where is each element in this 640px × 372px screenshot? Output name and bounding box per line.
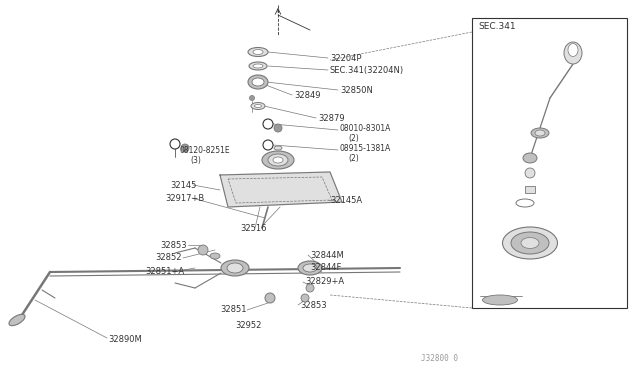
Text: 32204P: 32204P [330,54,362,62]
Text: W: W [266,143,270,147]
Text: 32844M: 32844M [310,250,344,260]
Bar [472,18,627,308]
Text: 08915-1381A: 08915-1381A [340,144,391,153]
Text: 32853: 32853 [160,241,187,250]
Circle shape [250,96,255,100]
Ellipse shape [251,103,265,109]
Text: 32851+A: 32851+A [145,267,184,276]
Circle shape [525,168,535,178]
Ellipse shape [253,49,263,55]
Ellipse shape [531,128,549,138]
Text: 32853: 32853 [300,301,326,310]
Text: 32145: 32145 [170,180,196,189]
Text: J32800 0: J32800 0 [421,354,458,363]
Bar [525,186,535,193]
Circle shape [263,119,273,129]
Circle shape [265,293,275,303]
Text: (3): (3) [190,155,201,164]
Ellipse shape [262,151,294,169]
Ellipse shape [273,157,283,163]
Text: 32850N: 32850N [340,86,373,94]
Ellipse shape [511,232,549,254]
Text: 32952: 32952 [235,321,261,330]
Ellipse shape [255,105,262,108]
Ellipse shape [521,237,539,248]
Ellipse shape [298,261,322,275]
Circle shape [306,284,314,292]
Text: 32849: 32849 [294,90,321,99]
Polygon shape [220,172,342,207]
Text: SEC.341(32204N): SEC.341(32204N) [330,65,404,74]
Ellipse shape [210,253,220,259]
Ellipse shape [9,314,25,326]
Ellipse shape [303,264,317,272]
Ellipse shape [252,78,264,86]
Text: 08010-8301A: 08010-8301A [340,124,392,132]
Circle shape [198,245,208,255]
Ellipse shape [274,146,282,150]
Ellipse shape [221,260,249,276]
Ellipse shape [535,130,545,136]
Circle shape [301,294,309,302]
Circle shape [274,124,282,132]
Text: (2): (2) [348,154,359,163]
Text: 32844F: 32844F [310,263,341,272]
Text: 32852: 32852 [155,253,182,263]
Text: B: B [266,122,270,126]
Ellipse shape [564,42,582,64]
Circle shape [181,144,189,152]
Ellipse shape [248,48,268,57]
Ellipse shape [483,295,518,305]
Circle shape [170,139,180,149]
Ellipse shape [253,64,263,68]
Text: 32829+A: 32829+A [305,278,344,286]
Text: (2): (2) [348,134,359,142]
Text: 32917+B: 32917+B [165,193,204,202]
Text: 32890M: 32890M [108,336,141,344]
Ellipse shape [268,154,288,166]
Ellipse shape [249,62,267,70]
Text: 32145A: 32145A [330,196,362,205]
Ellipse shape [502,227,557,259]
Ellipse shape [568,44,578,57]
Text: B: B [173,141,177,147]
Text: 08120-8251E: 08120-8251E [180,145,230,154]
Ellipse shape [523,153,537,163]
Circle shape [263,140,273,150]
Text: 32851: 32851 [220,305,246,314]
Text: 32516: 32516 [240,224,266,232]
Text: 32879: 32879 [318,113,344,122]
Ellipse shape [248,75,268,89]
Text: SEC.341: SEC.341 [478,22,516,31]
Ellipse shape [227,263,243,273]
